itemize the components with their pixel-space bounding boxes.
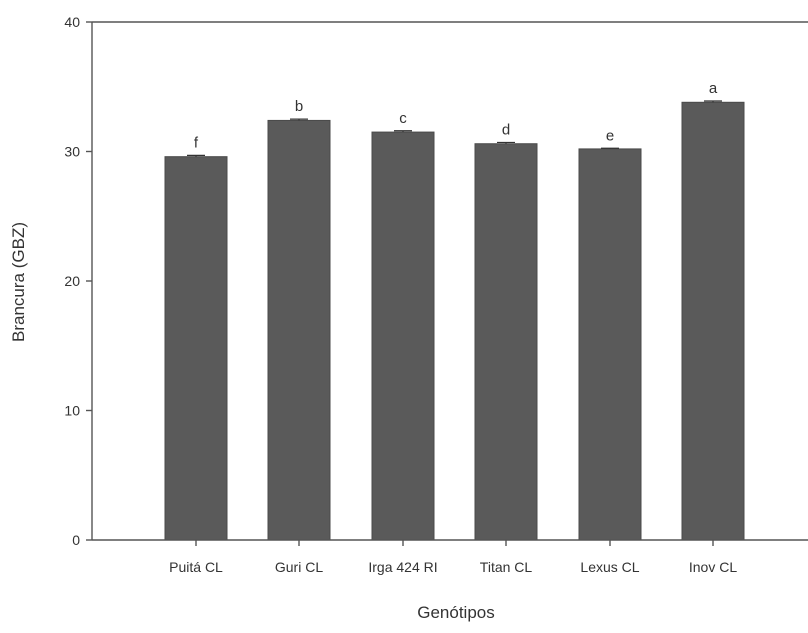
y-tick-label: 40 (64, 14, 80, 30)
axes-layer (86, 21, 808, 546)
x-tick-label: Inov CL (689, 559, 737, 575)
y-tick-label: 0 (72, 532, 80, 548)
x-tick-label: Puitá CL (169, 559, 223, 575)
bars-layer (164, 100, 745, 541)
bar-6 (681, 101, 745, 541)
significance-letter: c (399, 110, 407, 127)
x-tick-label: Irga 424 RI (368, 559, 437, 575)
significance-letter: b (295, 98, 303, 115)
bar-2 (267, 119, 331, 541)
bar-3 (371, 131, 435, 541)
y-tick-label: 30 (64, 144, 80, 160)
y-tick-label: 10 (64, 403, 80, 419)
x-tick-label: Titan CL (480, 559, 533, 575)
significance-letter: e (606, 127, 614, 144)
significance-letter: f (194, 134, 199, 151)
significance-letter: d (502, 121, 510, 138)
labels-layer: 0 10 20 30 40 Puitá CL f Guri CL b Irga 424 RI c Ti… (64, 14, 737, 575)
significance-letter: a (709, 80, 718, 97)
x-axis-title: Genótipos (417, 603, 495, 622)
y-tick-label: 20 (64, 273, 80, 289)
bar-1 (164, 156, 228, 541)
y-axis-title: Brancura (GBZ) (9, 222, 28, 342)
x-tick-label: Lexus CL (580, 559, 639, 575)
bar-4 (474, 143, 538, 541)
bar-5 (578, 148, 642, 541)
x-tick-label: Guri CL (275, 559, 323, 575)
